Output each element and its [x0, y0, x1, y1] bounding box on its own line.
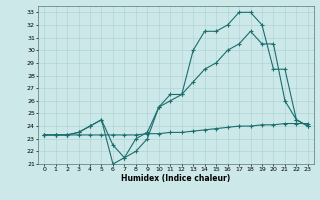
X-axis label: Humidex (Indice chaleur): Humidex (Indice chaleur) — [121, 174, 231, 183]
